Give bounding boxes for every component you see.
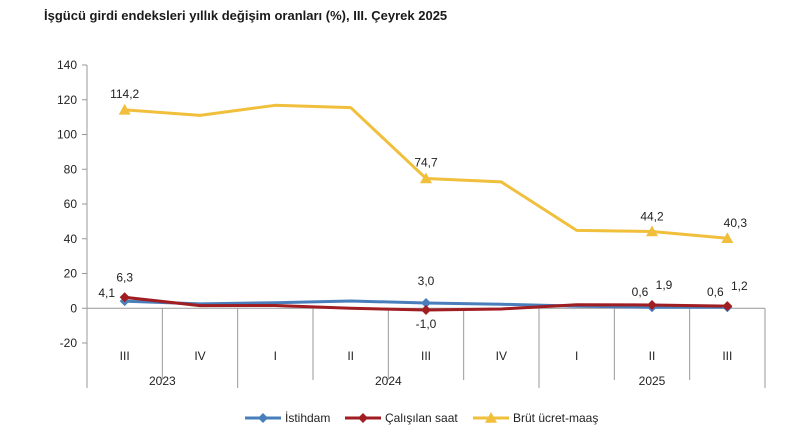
legend-hours-worked-label: Çalışılan saat xyxy=(385,411,458,425)
hours-worked-marker xyxy=(119,292,130,303)
employment-data-label: 3,0 xyxy=(418,274,435,288)
employment-data-label: 0,6 xyxy=(707,285,724,299)
legend: İstihdam Çalışılan saat Brüt ücret-maaş xyxy=(245,411,598,425)
x-tick-label: II xyxy=(347,349,354,363)
legend-hours-worked-marker xyxy=(358,413,368,423)
gross-wages-data-label: 40,3 xyxy=(724,216,748,230)
hours-worked-data-label: 6,3 xyxy=(116,270,133,284)
gross-wages-marker xyxy=(420,172,432,184)
gross-wages-line xyxy=(124,103,728,240)
x-year-label: 2024 xyxy=(375,374,402,388)
gross-wages-marker xyxy=(118,103,131,115)
y-tick-label: 40 xyxy=(64,232,78,246)
y-tick-label: 60 xyxy=(64,197,78,211)
gross-wages-marker xyxy=(646,225,658,237)
y-tick-label: 0 xyxy=(70,301,77,315)
y-tick-label: 140 xyxy=(57,58,77,72)
employment-data-label: 4,1 xyxy=(98,286,115,300)
x-tick-label: III xyxy=(120,349,130,363)
y-tick-label: 80 xyxy=(64,162,78,176)
legend-gross-wages-marker xyxy=(485,412,497,423)
data-labels: 4,1 3,0 0,6 0,6 6,3 -1,0 1,9 1,2 114,2 74,7 44,2 40… xyxy=(98,87,748,331)
series-markers xyxy=(118,103,734,315)
employment-marker xyxy=(421,298,431,309)
x-tick-label: III xyxy=(421,349,431,363)
x-tick-label: I xyxy=(575,349,578,363)
hours-worked-data-label: 1,9 xyxy=(656,278,673,292)
hours-worked-marker xyxy=(647,299,657,310)
hours-worked-data-label: 1,2 xyxy=(731,279,748,293)
x-year-label: 2025 xyxy=(639,374,666,388)
y-tick-label: 20 xyxy=(64,267,78,281)
x-year-label: 2023 xyxy=(149,374,176,388)
x-tick-label: I xyxy=(274,349,277,363)
legend-gross-wages-label: Brüt ücret-maaş xyxy=(513,411,598,425)
legend-employment-label: İstihdam xyxy=(285,411,330,425)
y-tick-label: 100 xyxy=(57,128,77,142)
gross-wages-marker xyxy=(721,232,734,244)
gross-wages-data-label: 44,2 xyxy=(640,209,664,223)
y-tick-label: -20 xyxy=(60,336,78,350)
gross-wages-data-label: 114,2 xyxy=(110,87,139,101)
hours-worked-marker xyxy=(421,304,431,315)
y-tick-label: 120 xyxy=(57,93,77,107)
x-tick-label: IV xyxy=(496,349,507,363)
legend-employment-marker xyxy=(258,413,268,423)
hours-worked-marker xyxy=(722,301,733,312)
chart-title: İşgücü girdi endeksleri yıllık değişim o… xyxy=(44,8,448,23)
gross-wages-data-label: 74,7 xyxy=(414,155,438,169)
x-tick-label: III xyxy=(722,349,732,363)
hours-worked-data-label: -1,0 xyxy=(416,317,437,331)
x-tick-label: II xyxy=(649,349,656,363)
employment-data-label: 0,6 xyxy=(632,285,649,299)
x-tick-label: IV xyxy=(194,349,205,363)
